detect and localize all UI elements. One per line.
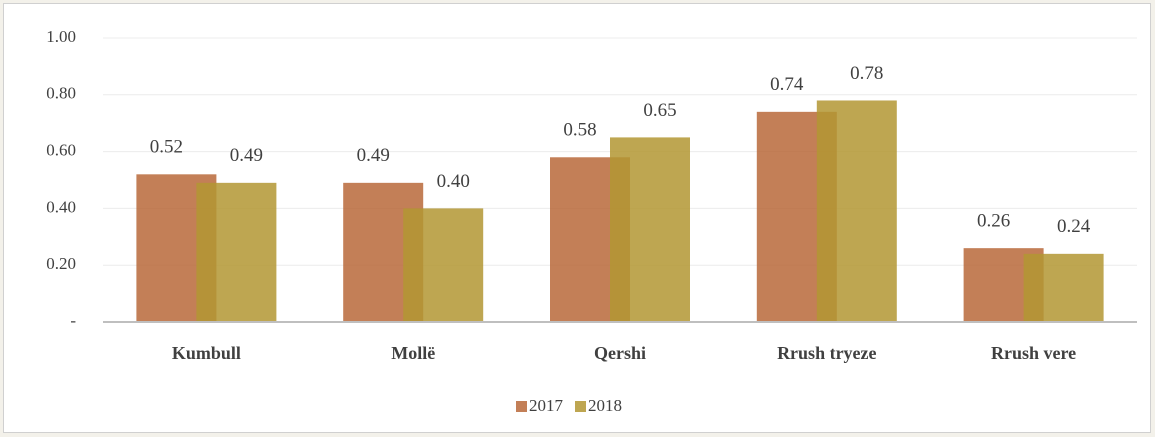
value-label: 0.26 [977, 211, 1010, 232]
value-label: 0.49 [357, 145, 390, 166]
bar [610, 137, 690, 322]
y-tick-label: 0.60 [46, 141, 76, 160]
legend-label: 2017 [529, 396, 564, 415]
value-label: 0.52 [150, 137, 183, 158]
value-label: 0.58 [563, 120, 596, 141]
y-tick-label: - [70, 311, 76, 330]
y-tick-label: 0.40 [46, 197, 76, 216]
y-tick-label: 1.00 [46, 27, 76, 46]
value-label: 0.78 [850, 63, 883, 84]
x-tick-label: Qershi [594, 343, 646, 363]
value-label: 0.40 [437, 171, 470, 192]
value-label: 0.65 [643, 100, 676, 121]
x-tick-label: Mollë [391, 343, 435, 363]
legend-swatch [516, 401, 527, 412]
legend-label: 2018 [588, 396, 622, 415]
value-label: 0.49 [230, 145, 263, 166]
bar [816, 100, 897, 322]
value-label: 0.24 [1057, 216, 1091, 237]
x-tick-label: Rrush vere [991, 343, 1076, 363]
y-tick-label: 0.20 [46, 254, 76, 273]
x-tick-label: Rrush tryeze [777, 343, 876, 363]
bar [403, 208, 484, 322]
bar [1023, 253, 1104, 322]
y-tick-label: 0.80 [46, 84, 76, 103]
legend-swatch [575, 401, 586, 412]
value-label: 0.74 [770, 74, 804, 95]
bar [196, 182, 277, 322]
x-tick-label: Kumbull [172, 343, 241, 363]
